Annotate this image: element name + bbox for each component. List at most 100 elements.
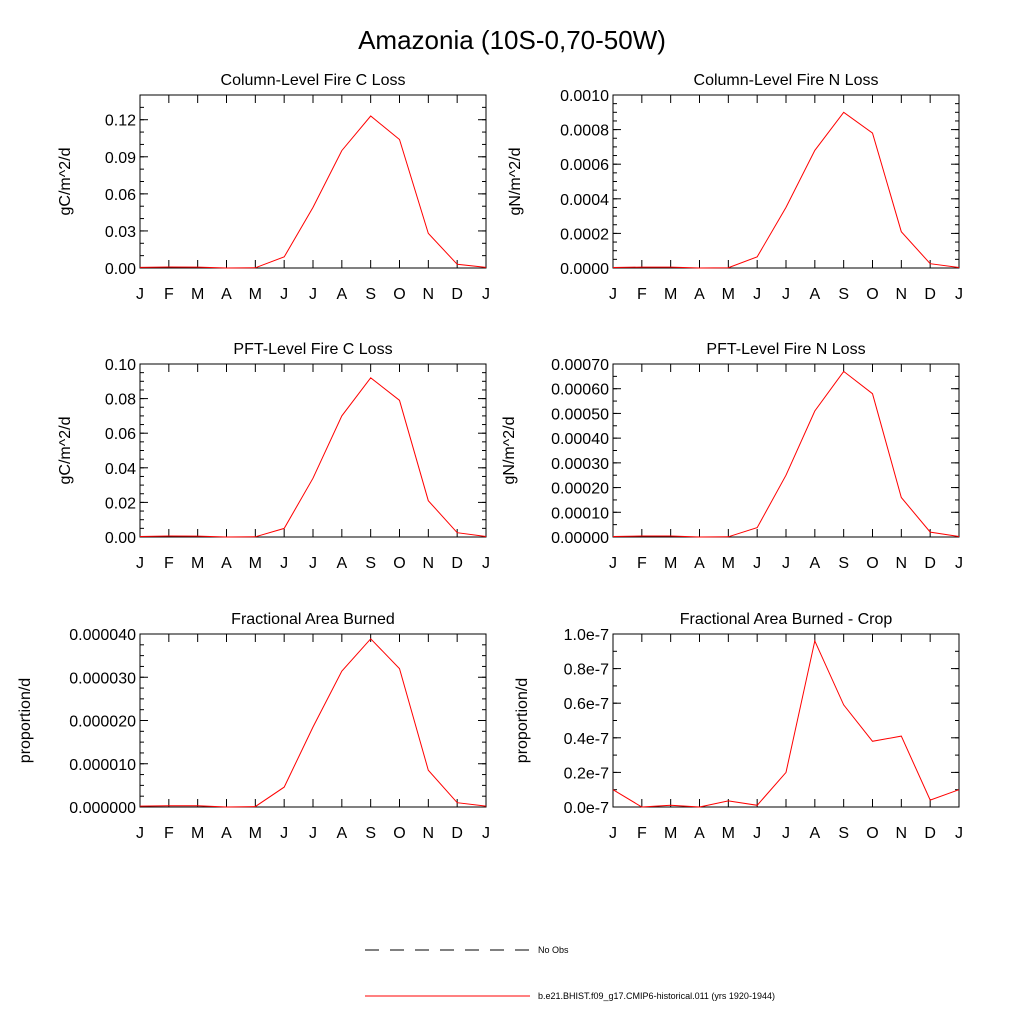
plot-frame — [612, 363, 960, 538]
x-tick-label: F — [164, 825, 174, 842]
x-tick-label: O — [866, 286, 878, 303]
x-tick-label: A — [809, 286, 820, 303]
y-tick-label: 0.0e-7 — [564, 800, 609, 817]
x-tick-label: O — [866, 825, 878, 842]
y-axis-label: gN/m^2/d — [507, 148, 524, 216]
y-axis-label: proportion/d — [514, 678, 531, 763]
series-line — [139, 377, 487, 538]
y-tick-label: 0.0000 — [560, 261, 609, 278]
x-tick-label: J — [782, 825, 790, 842]
x-tick-label: N — [423, 555, 435, 572]
y-tick-label: 0.12 — [105, 113, 136, 130]
x-tick-label: A — [809, 825, 820, 842]
x-tick-label: N — [423, 286, 435, 303]
panel-6: Fractional Area Burned - Crop 0.0e-7 0.2e-… — [514, 611, 963, 842]
x-tick-label: J — [280, 555, 288, 572]
y-tick-label: 0.00000 — [551, 530, 609, 547]
x-tick-label: O — [393, 555, 405, 572]
x-tick-label: A — [694, 825, 705, 842]
panel-title: Column-Level Fire C Loss — [221, 72, 406, 89]
x-tick-label: A — [694, 286, 705, 303]
panel-title: PFT-Level Fire C Loss — [233, 341, 392, 358]
y-tick-label: 0.00020 — [551, 481, 609, 498]
y-tick-label: 0.00030 — [551, 456, 609, 473]
y-axis-label: gN/m^2/d — [501, 417, 518, 485]
y-tick-label: 0.0008 — [560, 123, 609, 140]
x-tick-label: J — [782, 555, 790, 572]
y-tick-label: 0.000040 — [69, 627, 136, 644]
x-tick-label: N — [896, 286, 908, 303]
x-tick-label: S — [838, 286, 849, 303]
x-tick-label: O — [393, 286, 405, 303]
x-tick-label: D — [924, 555, 936, 572]
panel-2: Column-Level Fire N Loss 0.0000 0.0002 0.00… — [507, 72, 963, 303]
y-tick-label: 0.06 — [105, 187, 136, 204]
x-tick-label: F — [637, 825, 647, 842]
y-axis-label: gC/m^2/d — [57, 148, 74, 216]
y-tick-label: 0.00010 — [551, 505, 609, 522]
x-tick-label: J — [309, 555, 317, 572]
x-tick-label: M — [191, 825, 204, 842]
x-tick-label: F — [637, 286, 647, 303]
x-tick-label: A — [221, 555, 232, 572]
y-tick-label: 0.00050 — [551, 406, 609, 423]
y-tick-label: 0.000000 — [69, 800, 136, 817]
x-tick-label: M — [191, 555, 204, 572]
y-tick-label: 0.4e-7 — [564, 731, 609, 748]
plot-frame — [612, 94, 960, 269]
x-tick-label: J — [955, 555, 963, 572]
x-tick-label: J — [136, 555, 144, 572]
x-tick-label: M — [191, 286, 204, 303]
x-tick-label: J — [136, 286, 144, 303]
figure-title: Amazonia (10S-0,70-50W) — [358, 25, 666, 55]
x-tick-label: J — [955, 286, 963, 303]
y-tick-label: 0.10 — [105, 357, 136, 374]
panel-title: PFT-Level Fire N Loss — [706, 341, 865, 358]
x-tick-label: M — [722, 555, 735, 572]
x-tick-label: M — [664, 555, 677, 572]
panels: Column-Level Fire C Loss 0.00 0.03 0.06 0.09… — [17, 72, 963, 842]
x-tick-label: D — [451, 286, 463, 303]
series-line — [139, 638, 487, 808]
y-tick-label: 0.03 — [105, 224, 136, 241]
y-tick-label: 0.0004 — [560, 192, 609, 209]
x-tick-label: J — [782, 286, 790, 303]
x-tick-label: M — [664, 825, 677, 842]
panel-title: Fractional Area Burned - Crop — [680, 611, 893, 628]
x-tick-label: O — [393, 825, 405, 842]
x-tick-label: D — [451, 555, 463, 572]
panel-3: PFT-Level Fire C Loss 0.00 0.02 0.04 0.06 0.0… — [57, 341, 490, 572]
panel-title: Fractional Area Burned — [231, 611, 395, 628]
y-tick-label: 0.06 — [105, 426, 136, 443]
x-tick-label: F — [164, 555, 174, 572]
x-tick-label: D — [451, 825, 463, 842]
x-tick-label: D — [924, 286, 936, 303]
y-tick-label: 0.02 — [105, 495, 136, 512]
y-tick-label: 0.0006 — [560, 157, 609, 174]
y-tick-label: 0.09 — [105, 150, 136, 167]
x-tick-label: N — [896, 825, 908, 842]
x-tick-label: A — [221, 286, 232, 303]
y-tick-label: 1.0e-7 — [564, 627, 609, 644]
y-tick-label: 0.08 — [105, 392, 136, 409]
legend-label: No Obs — [538, 945, 569, 955]
x-tick-label: D — [924, 825, 936, 842]
y-tick-label: 0.2e-7 — [564, 765, 609, 782]
x-tick-label: J — [482, 825, 490, 842]
series-line — [139, 115, 487, 269]
x-tick-label: S — [838, 825, 849, 842]
x-tick-label: A — [336, 825, 347, 842]
x-tick-label: N — [423, 825, 435, 842]
x-tick-label: M — [249, 286, 262, 303]
y-tick-label: 0.0002 — [560, 226, 609, 243]
x-tick-label: A — [336, 555, 347, 572]
x-tick-label: M — [249, 825, 262, 842]
x-tick-label: A — [336, 286, 347, 303]
x-tick-label: N — [896, 555, 908, 572]
x-tick-label: S — [838, 555, 849, 572]
legend-label: b.e21.BHIST.f09_g17.CMIP6-historical.011… — [538, 991, 775, 1001]
panel-4: PFT-Level Fire N Loss 0.00000 0.00010 0.000… — [501, 341, 963, 572]
panel-title: Column-Level Fire N Loss — [694, 72, 879, 89]
x-tick-label: J — [309, 286, 317, 303]
